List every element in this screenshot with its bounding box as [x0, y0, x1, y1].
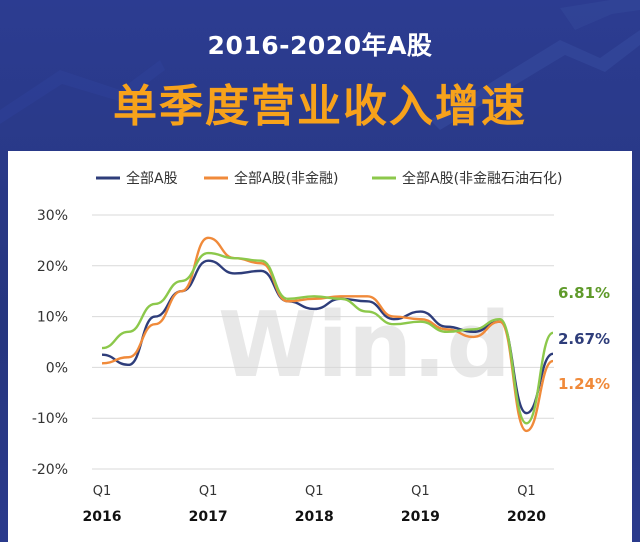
series-lines	[101, 236, 554, 433]
y-tick-label: 10%	[37, 310, 68, 326]
legend: 全部A股 全部A股(非金融) 全部A股(非金融石油石化)	[96, 170, 563, 187]
x-year-label: 2016	[83, 509, 122, 525]
x-tick-label: Q1	[199, 484, 218, 499]
y-tick-label: 30%	[37, 208, 68, 224]
y-tick-label: -10%	[32, 411, 68, 427]
x-year-label: 2017	[189, 509, 228, 525]
end-value-label: 2.67%	[558, 330, 610, 348]
x-tick-label: Q1	[93, 484, 112, 499]
line-chart: Win.d 全部A股 全部A股(非金融) 全部A股(非金融石油石化) -20% -10…	[32, 170, 610, 525]
watermark: Win.d	[218, 293, 511, 398]
legend-label: 全部A股(非金融)	[234, 170, 339, 187]
x-year-label: 2020	[507, 509, 546, 525]
y-tick-label: -20%	[32, 462, 68, 478]
legend-label: 全部A股	[126, 170, 178, 187]
x-year-label: 2019	[401, 509, 440, 525]
end-value-label: 1.24%	[558, 375, 610, 393]
x-year-label: 2018	[295, 509, 334, 525]
y-tick-label: 0%	[46, 360, 68, 376]
end-labels: 2.67% 1.24% 6.81%	[558, 284, 610, 393]
x-axis-ticks: Q1 2016 Q1 2017 Q1 2018 Q1 2019 Q1 2020	[83, 484, 547, 525]
x-tick-label: Q1	[517, 484, 536, 499]
series-line-2	[101, 251, 554, 425]
x-tick-label: Q1	[305, 484, 324, 499]
chart-subtitle: 2016-2020年A股	[207, 31, 433, 60]
gridlines	[92, 214, 554, 470]
decorative-arrows	[0, 0, 640, 130]
y-tick-label: 20%	[37, 259, 68, 275]
chart-panel: Win.d 全部A股 全部A股(非金融) 全部A股(非金融石油石化) -20% -10…	[8, 151, 632, 542]
x-tick-label: Q1	[411, 484, 430, 499]
end-value-label: 6.81%	[558, 284, 610, 302]
y-axis-ticks: -20% -10% 0% 10% 20% 30%	[32, 208, 68, 478]
legend-label: 全部A股(非金融石油石化)	[402, 170, 563, 187]
chart-title: 单季度营业收入增速	[113, 81, 527, 132]
series-line-1	[101, 236, 554, 433]
